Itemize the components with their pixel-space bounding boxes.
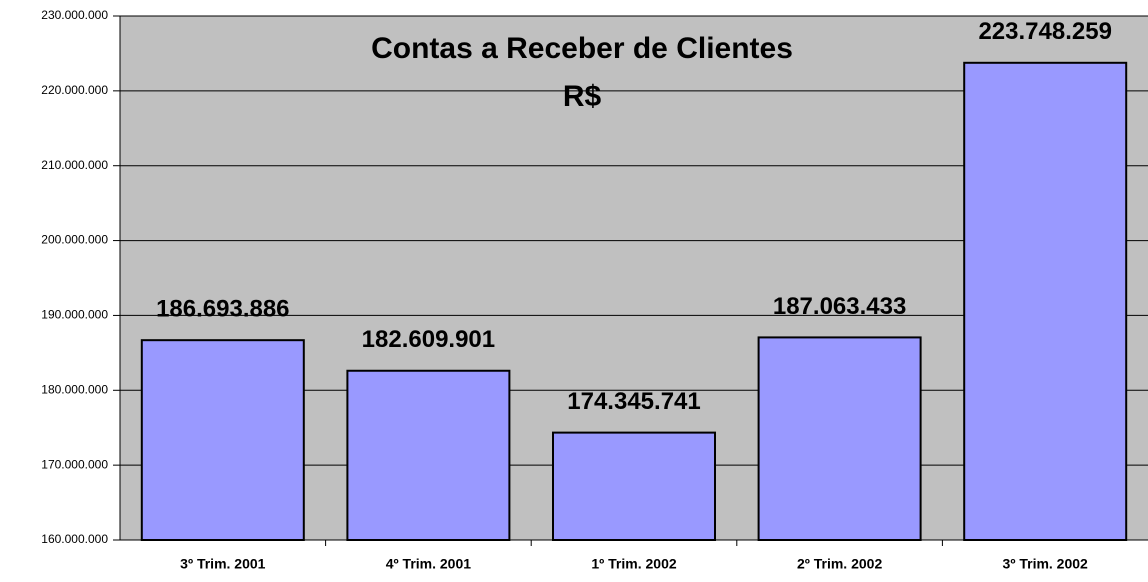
value-label: 174.345.741: [567, 388, 700, 415]
y-tick-label: 210.000.000: [41, 158, 108, 172]
x-tick-label: 1º Trim. 2002: [591, 556, 676, 572]
x-tick-label: 4º Trim. 2001: [386, 556, 471, 572]
x-tick-label: 3º Trim. 2002: [1003, 556, 1088, 572]
y-tick-label: 180.000.000: [41, 382, 108, 396]
value-label: 187.063.433: [773, 293, 906, 320]
value-label: 186.693.886: [156, 296, 289, 323]
y-tick-label: 200.000.000: [41, 233, 108, 247]
x-tick-label: 3º Trim. 2001: [180, 556, 265, 572]
chart-title: Contas a Receber de Clientes: [371, 32, 793, 65]
bar: [963, 61, 1128, 542]
y-tick-label: 170.000.000: [41, 457, 108, 471]
bar: [757, 336, 922, 541]
value-label: 182.609.901: [362, 326, 495, 353]
x-tick-label: 2º Trim. 2002: [797, 556, 882, 572]
y-tick-label: 160.000.000: [41, 532, 108, 546]
chart-subtitle: R$: [563, 80, 602, 113]
value-label: 223.748.259: [978, 18, 1111, 45]
bar: [346, 369, 511, 542]
bar: [552, 431, 716, 541]
bar: [140, 339, 305, 541]
y-tick-label: 190.000.000: [41, 308, 108, 322]
y-tick-label: 220.000.000: [41, 83, 108, 97]
y-tick-label: 230.000.000: [41, 8, 108, 22]
